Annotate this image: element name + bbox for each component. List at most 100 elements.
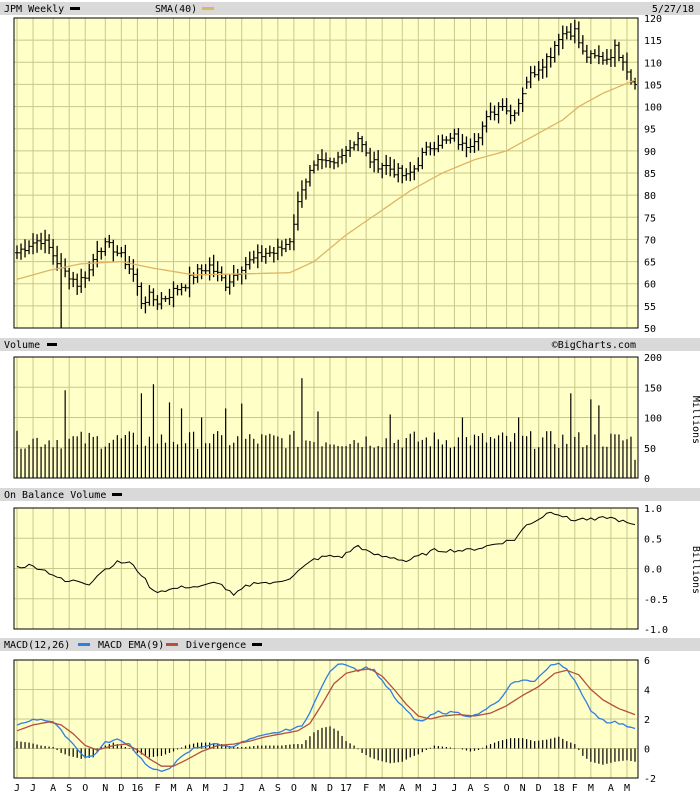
x-tick-label: J: [431, 783, 437, 794]
macd-ytick-label: 2: [644, 715, 650, 726]
price-ytick-label: 95: [644, 125, 656, 136]
macd-panel: -2 0 2 4 6: [13, 656, 656, 785]
x-tick-label: M: [379, 783, 385, 794]
macd-ytick-label: -2: [644, 774, 656, 785]
macd-frame: [13, 659, 639, 779]
x-tick-label: J: [239, 783, 245, 794]
obv-frame: [13, 507, 639, 630]
obv-header-bar: [0, 488, 700, 501]
x-tick-label: A: [187, 783, 193, 794]
sma-line: [16, 79, 636, 280]
x-tick-label: A: [467, 783, 473, 794]
macd-ema-label: MACD EMA(9): [98, 640, 164, 651]
x-tick-label: 17: [340, 783, 352, 794]
price-ytick-label: 75: [644, 213, 656, 224]
x-tick-label: A: [259, 783, 265, 794]
x-tick-label: S: [484, 783, 490, 794]
x-tick-label: J: [30, 783, 36, 794]
x-tick-label: J: [223, 783, 229, 794]
volume-ytick-label: 200: [644, 353, 662, 364]
x-tick-label: O: [82, 783, 88, 794]
x-tick-label: M: [203, 783, 209, 794]
x-tick-label: M: [624, 783, 630, 794]
macd-ytick-label: 0: [644, 745, 650, 756]
obv-legend-swatch: [112, 493, 122, 496]
divergence-legend-swatch: [252, 643, 262, 646]
x-tick-label: F: [572, 783, 578, 794]
obv-label: On Balance Volume: [4, 490, 106, 501]
obv-ytick-label: 0.5: [644, 534, 662, 545]
bigcharts-credit: ©BigCharts.com: [552, 340, 636, 351]
obv-ytick-label: -0.5: [644, 595, 668, 606]
macd-ytick-label: 4: [644, 686, 650, 697]
x-tick-label: F: [154, 783, 160, 794]
x-tick-label: N: [520, 783, 526, 794]
price-ytick-label: 115: [644, 36, 662, 47]
x-tick-label: N: [102, 783, 108, 794]
x-tick-label: A: [399, 783, 405, 794]
x-tick-label: D: [536, 783, 542, 794]
x-tick-label: N: [311, 783, 317, 794]
header-bar: [0, 2, 700, 15]
x-tick-label: M: [588, 783, 594, 794]
volume-ytick-label: 0: [644, 474, 650, 485]
obv-panel: -1.0 -0.5 0.0 0.5 1.0: [13, 504, 668, 636]
x-tick-label: J: [451, 783, 457, 794]
price-ytick-label: 90: [644, 147, 656, 158]
sma-legend-swatch: [202, 7, 214, 10]
volume-ytick-label: 50: [644, 444, 656, 455]
price-ytick-label: 55: [644, 302, 656, 313]
macd-header-bar: [0, 638, 700, 651]
x-tick-label: J: [14, 783, 20, 794]
price-frame: [13, 17, 639, 329]
price-ytick-label: 50: [644, 324, 656, 335]
price-ytick-label: 105: [644, 80, 662, 91]
volume-panel: 0 50 100 150 200: [13, 353, 662, 485]
x-tick-label: F: [363, 783, 369, 794]
price-ytick-label: 100: [644, 103, 662, 114]
x-tick-label: A: [50, 783, 56, 794]
price-ytick-label: 110: [644, 58, 662, 69]
price-ytick-label: 60: [644, 280, 656, 291]
x-tick-label: S: [66, 783, 72, 794]
divergence-label: Divergence: [186, 640, 246, 651]
volume-unit-label: Millions: [690, 396, 700, 444]
x-tick-label: D: [118, 783, 124, 794]
x-tick-label: 18: [553, 783, 565, 794]
x-tick-label: A: [608, 783, 614, 794]
x-tick-label: O: [291, 783, 297, 794]
x-tick-label: M: [170, 783, 176, 794]
price-ytick-label: 65: [644, 258, 656, 269]
x-tick-label: O: [504, 783, 510, 794]
chart-date: 5/27/18: [652, 4, 694, 15]
obv-line: [16, 511, 636, 596]
obv-ytick-label: 1.0: [644, 504, 662, 515]
price-panel: 50 55 60 65 70 75 80 85 90 95 100 105 110 115 120: [13, 14, 662, 335]
macd-line: [16, 662, 636, 772]
macd-legend-swatch: [78, 643, 90, 646]
x-axis: J J A S O N D 16 F M A M J J A S O N D 17 F M A M J J A S O N D 18 F M A M: [14, 783, 630, 794]
price-ytick-label: 80: [644, 191, 656, 202]
x-tick-label: 16: [131, 783, 143, 794]
volume-ytick-label: 150: [644, 383, 662, 394]
sma-label: SMA(40): [155, 4, 197, 15]
macd-ytick-label: 6: [644, 656, 650, 667]
macd-ema-legend-swatch: [166, 643, 178, 646]
price-ytick-label: 85: [644, 169, 656, 180]
obv-ytick-label: -1.0: [644, 625, 668, 636]
price-legend-swatch: [70, 7, 80, 10]
obv-unit-label: Billions: [690, 546, 700, 594]
obv-ytick-label: 0.0: [644, 565, 662, 576]
volume-legend-swatch: [47, 343, 57, 346]
volume-ytick-label: 100: [644, 414, 662, 425]
price-ytick-label: 120: [644, 14, 662, 25]
price-ytick-label: 70: [644, 235, 656, 246]
volume-header-bar: [0, 338, 700, 351]
macd-label: MACD(12,26): [4, 640, 70, 651]
x-tick-label: D: [327, 783, 333, 794]
ticker-title: JPM Weekly: [4, 4, 64, 15]
macd-ema-line: [16, 668, 636, 767]
x-tick-label: S: [275, 783, 281, 794]
